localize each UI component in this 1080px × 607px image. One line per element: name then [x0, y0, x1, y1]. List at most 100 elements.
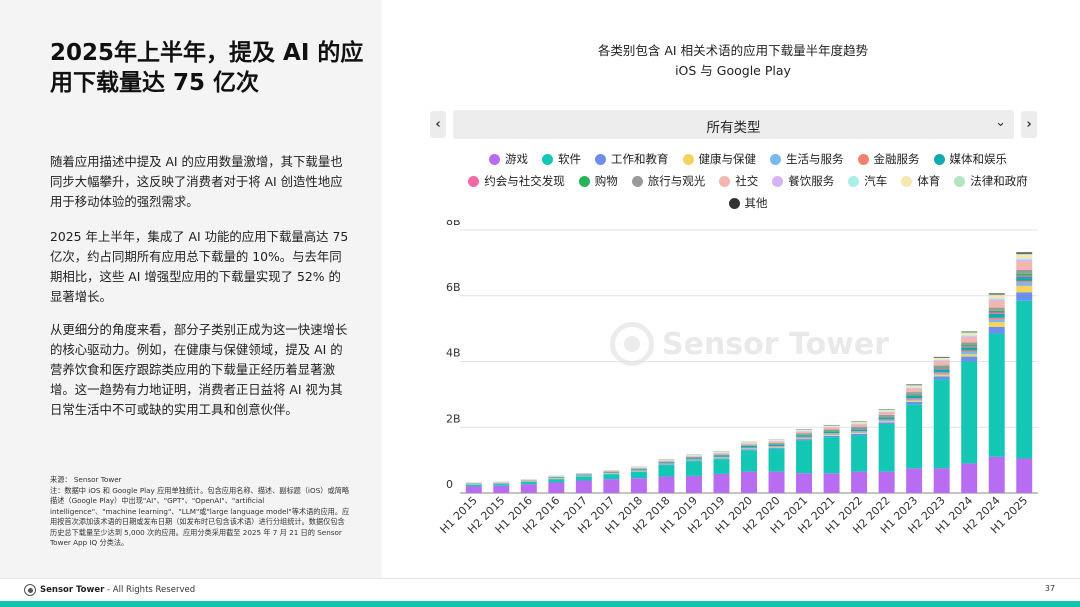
bar-segment — [988, 301, 1005, 308]
bar-segment — [988, 326, 1005, 334]
bar-segment — [741, 447, 757, 449]
bar-segment — [548, 479, 565, 483]
bar-segment — [768, 444, 785, 446]
bar-segment — [878, 411, 895, 412]
bar-segment — [961, 335, 978, 337]
y-tick-label: 6B — [446, 281, 461, 294]
chart-title: 各类别包含 AI 相关术语的应用下载量半年度趋势 — [597, 43, 869, 58]
bar-segment — [988, 293, 1005, 295]
bar-segment — [630, 471, 647, 479]
bar-segment — [1016, 280, 1033, 283]
bar-segment — [685, 459, 702, 461]
legend-item[interactable]: 软件 — [542, 151, 581, 167]
bar-segment — [630, 469, 647, 471]
sensor-tower-logo-icon — [24, 584, 36, 596]
bar-segment — [713, 457, 730, 458]
bar-segment — [823, 427, 840, 428]
bar-segment — [1016, 259, 1033, 262]
next-button[interactable]: › — [1021, 111, 1037, 138]
legend-label: 媒体和娱乐 — [949, 152, 1008, 166]
bar-segment — [823, 431, 840, 434]
bar-segment — [603, 472, 620, 473]
bar-segment — [823, 429, 840, 431]
y-tick-label: 8B — [446, 220, 461, 228]
bar-segment — [988, 456, 1005, 493]
legend-item[interactable]: 旅行与观光 — [631, 173, 705, 189]
bar-segment — [768, 446, 785, 448]
left-panel: 2025年上半年，提及 AI 的应用下载量达 75 亿次 随着应用描述中提及 A… — [0, 0, 382, 578]
legend-item[interactable]: 生活与服务 — [770, 151, 844, 167]
legend-swatch — [857, 153, 869, 165]
bar-segment — [823, 425, 840, 427]
bar-segment — [796, 436, 813, 438]
bar-segment — [658, 462, 675, 464]
bar-segment — [658, 465, 675, 477]
bar-segment — [741, 443, 757, 445]
legend-item[interactable]: 体育 — [901, 173, 940, 189]
legend-item[interactable]: 约会与社交发现 — [468, 173, 565, 189]
bar-segment — [1016, 300, 1033, 459]
legend-swatch — [728, 197, 740, 209]
bar-segment — [823, 427, 840, 430]
bar-segment — [878, 414, 895, 417]
bar-segment — [988, 333, 1005, 457]
bar-segment — [851, 433, 868, 436]
legend-label: 汽车 — [864, 174, 888, 188]
bar-segment — [851, 423, 868, 424]
bar-segment — [548, 482, 565, 493]
bar-segment — [1016, 252, 1033, 254]
legend-swatch — [468, 175, 480, 187]
footer-brand: Sensor Tower - All Rights Reserved — [24, 582, 195, 598]
legend-label: 购物 — [594, 174, 618, 188]
legend-item[interactable]: 其他 — [728, 195, 768, 211]
bar-segment — [906, 397, 923, 399]
page-title: 2025年上半年，提及 AI 的应用下载量达 75 亿次 — [50, 40, 364, 96]
legend-item[interactable]: 购物 — [578, 173, 618, 189]
bar-segment — [878, 410, 895, 412]
bar-segment — [961, 337, 978, 343]
legend-label: 其他 — [744, 196, 768, 210]
bar-segment — [851, 426, 868, 428]
bar-segment — [1016, 253, 1033, 255]
legend-label: 金融服务 — [873, 152, 920, 166]
legend-item[interactable]: 媒体和娱乐 — [933, 151, 1008, 167]
y-tick-label: 4B — [446, 347, 461, 360]
bar-segment — [906, 385, 923, 388]
bar-segment — [1016, 261, 1033, 270]
category-dropdown[interactable]: 所有类型 ⌄ — [453, 110, 1014, 139]
watermark: Sensor Tower — [610, 322, 889, 366]
bar-segment — [575, 474, 592, 476]
legend-item[interactable]: 健康与保健 — [682, 151, 756, 167]
bar-segment — [796, 430, 813, 431]
bar-segment — [713, 458, 730, 460]
bar-segment — [685, 461, 702, 476]
legend-label: 工作和教育 — [611, 152, 669, 166]
bar-segment — [823, 433, 840, 435]
bar-segment — [1016, 277, 1033, 281]
bar-segment — [1016, 269, 1033, 274]
bar-segment — [906, 387, 923, 388]
legend-item[interactable]: 游戏 — [489, 151, 528, 167]
legend-item[interactable]: 金融服务 — [857, 151, 920, 167]
legend-item[interactable]: 餐饮服务 — [772, 173, 834, 189]
previous-button[interactable]: ‹ — [430, 111, 446, 138]
bar-segment — [878, 411, 895, 413]
source-line: 来源： Sensor Tower — [50, 475, 122, 484]
bar-segment — [878, 416, 895, 418]
bar-segment — [713, 457, 730, 459]
bar-segment — [851, 428, 868, 430]
legend-item[interactable]: 工作和教育 — [595, 151, 669, 167]
bar-segment — [685, 460, 702, 462]
legend-item[interactable]: 汽车 — [848, 173, 887, 189]
bar-segment — [906, 400, 923, 402]
bar-segment — [878, 471, 895, 493]
bar-segment — [961, 332, 978, 334]
legend-item[interactable]: 社交 — [719, 173, 758, 189]
bar-segment — [878, 419, 895, 421]
legend-row: 约会与社交发现 购物 旅行与观光 社交 餐饮服务 汽车 体育 法律和政府 — [448, 170, 1048, 192]
legend-item[interactable]: 法律和政府 — [954, 173, 1028, 189]
legend-swatch — [631, 175, 643, 187]
bar-segment — [933, 372, 950, 374]
chevron-down-icon: ⌄ — [995, 115, 1006, 130]
bar-segment — [961, 354, 978, 357]
